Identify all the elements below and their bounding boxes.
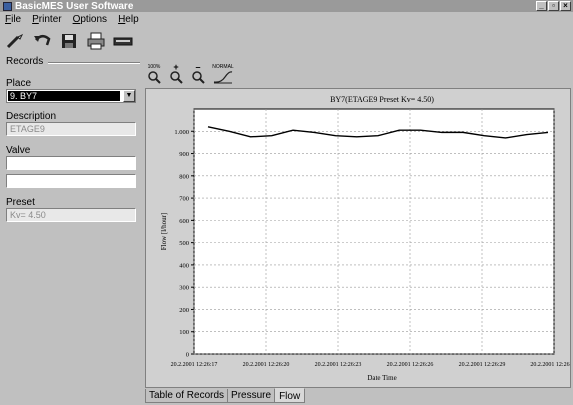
print-icon — [87, 32, 104, 50]
valve-field-2[interactable] — [6, 174, 136, 188]
y-tick-label: 0 — [186, 352, 189, 359]
zoom-out-button[interactable]: – — [190, 63, 206, 84]
zoom-in-button[interactable]: + — [168, 63, 184, 84]
tab-pressure[interactable]: Pressure — [227, 389, 276, 403]
undo-button[interactable] — [31, 31, 52, 52]
minimize-button[interactable]: _ — [536, 1, 547, 11]
x-tick-label: 20.2.2001 12:26:26 — [387, 362, 434, 368]
y-tick-label: 800 — [179, 173, 189, 180]
y-tick-label: 900 — [179, 151, 189, 158]
chart-title: BY7(ETAGE9 Preset Kv= 4.50) — [330, 95, 434, 104]
menu-bar: File Printer Options Help — [0, 12, 573, 26]
tab-table-of-records[interactable]: Table of Records — [145, 389, 229, 403]
zoom-in-icon — [170, 71, 183, 84]
description-label: Description — [6, 111, 57, 122]
valve-label: Valve — [6, 145, 31, 156]
flow-chart: BY7(ETAGE9 Preset Kv= 4.50) 0 100 200 300 40… — [160, 95, 570, 382]
preset-field[interactable]: Kv= 4.50 — [6, 208, 136, 222]
place-select[interactable]: 9. BY7 ▼ — [6, 89, 136, 103]
chart-toolbar: 100% + – NORMAL — [146, 58, 234, 84]
wand-icon — [6, 33, 23, 49]
menu-help[interactable]: Help — [118, 13, 139, 25]
y-axis-label: Flow [l/hour] — [160, 213, 168, 251]
x-tick-label: 20.2.2001 12:26:20 — [243, 362, 290, 368]
save-icon — [61, 34, 76, 48]
y-tick-label: 700 — [179, 196, 189, 203]
flow-series-line — [207, 126, 549, 139]
y-tick-label: 600 — [179, 218, 189, 225]
undo-icon — [33, 35, 50, 46]
chevron-down-icon[interactable]: ▼ — [123, 90, 135, 102]
x-axis-label: Date Time — [367, 374, 396, 382]
y-tick-label: 500 — [179, 240, 189, 247]
close-button[interactable]: × — [560, 1, 571, 11]
zoom-out-icon — [192, 71, 205, 84]
normal-view-label: NORMAL — [212, 64, 234, 70]
zoom-100-button[interactable]: 100% — [146, 64, 162, 84]
records-panel: Records Place 9. BY7 ▼ Description ETAGE… — [4, 56, 142, 401]
valve-field-1[interactable] — [6, 156, 136, 170]
title-bar: BasicMES User Software _ ▫ × — [0, 0, 573, 12]
curve-icon — [213, 71, 233, 84]
place-selected-value: 9. BY7 — [8, 91, 120, 101]
x-tick-label: 20.2.2001 12:26:29 — [459, 362, 506, 368]
x-tick-label: 20.2.2001 12:26 — [530, 362, 569, 368]
preset-label: Preset — [6, 197, 35, 208]
save-button[interactable] — [58, 31, 79, 52]
main-toolbar — [0, 27, 145, 55]
magnifier-icon — [148, 71, 161, 84]
wand-button[interactable] — [4, 31, 25, 52]
x-tick-label: 20.2.2001 12:26:17 — [171, 362, 218, 368]
keyboard-button[interactable] — [112, 31, 133, 52]
chart-area: BY7(ETAGE9 Preset Kv= 4.50) 0 100 200 300 40… — [145, 88, 571, 388]
menu-file[interactable]: File — [5, 13, 22, 25]
tab-bar: Table of Records Pressure Flow — [145, 388, 306, 403]
menu-options[interactable]: Options — [72, 13, 108, 25]
maximize-button[interactable]: ▫ — [548, 1, 559, 11]
y-tick-label: 100 — [179, 329, 189, 336]
records-group-title: Records — [6, 56, 44, 67]
y-tick-label: 1.000 — [174, 129, 189, 136]
place-label: Place — [6, 78, 32, 89]
plot-area — [193, 108, 555, 355]
group-divider — [48, 62, 140, 64]
y-tick-label: 400 — [179, 262, 189, 269]
app-icon — [3, 1, 12, 11]
print-button[interactable] — [85, 31, 106, 52]
tab-flow[interactable]: Flow — [274, 388, 306, 403]
description-field[interactable]: ETAGE9 — [6, 122, 136, 136]
keyboard-icon — [113, 37, 132, 46]
window-title: BasicMES User Software — [15, 0, 134, 12]
zoom-100-label: 100% — [147, 64, 161, 70]
y-tick-label: 200 — [179, 307, 189, 314]
y-tick-label: 300 — [179, 285, 189, 292]
menu-printer[interactable]: Printer — [32, 13, 62, 25]
normal-view-button[interactable]: NORMAL — [212, 64, 234, 84]
x-tick-label: 20.2.2001 12:26:23 — [315, 362, 362, 368]
